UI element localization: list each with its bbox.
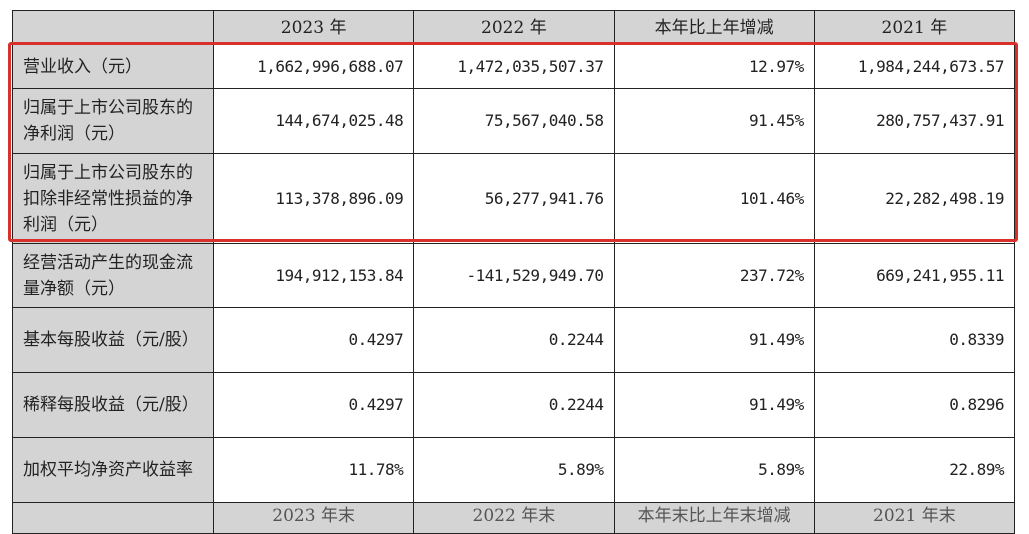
cell: 194,912,153.84: [212, 243, 415, 308]
cell: 5.89%: [613, 437, 815, 503]
financial-summary-table: 2023 年 2022 年 本年比上年增减 2021 年 营业收入（元） 1,6…: [12, 10, 1016, 534]
partial-header-row: 2023 年末 2022 年末 本年末比上年末增减 2021 年末: [12, 502, 1016, 534]
cell: 91.49%: [613, 372, 815, 438]
cell: 1,662,996,688.07: [212, 44, 415, 89]
cell: 1,984,244,673.57: [813, 44, 1016, 89]
cell: 237.72%: [613, 243, 815, 308]
table-row: 稀释每股收益（元/股） 0.4297 0.2244 91.49% 0.8296: [12, 372, 1016, 438]
cell: 22.89%: [813, 437, 1016, 503]
cell: 101.46%: [613, 153, 815, 244]
row-label: 营业收入（元）: [12, 44, 214, 89]
table-header-row: 2023 年 2022 年 本年比上年增减 2021 年: [12, 10, 1016, 45]
row-label: 基本每股收益（元/股）: [12, 307, 214, 373]
partial-header-cell: 2022 年末: [413, 502, 615, 534]
cell: 75,567,040.58: [413, 88, 615, 154]
header-cell: [12, 10, 214, 45]
header-cell: 2023 年: [212, 10, 415, 45]
partial-header-cell: 2023 年末: [212, 502, 415, 534]
cell: 144,674,025.48: [212, 88, 415, 154]
cell: 56,277,941.76: [413, 153, 615, 244]
cell: 0.2244: [413, 372, 615, 438]
cell: 0.8296: [813, 372, 1016, 438]
header-cell: 2022 年: [413, 10, 615, 45]
cell: 1,472,035,507.37: [413, 44, 615, 89]
cell: 22,282,498.19: [813, 153, 1016, 244]
cell: 11.78%: [212, 437, 415, 503]
partial-header-cell: 2021 年末: [813, 502, 1016, 534]
cell: 91.49%: [613, 307, 815, 373]
row-label: 归属于上市公司股东的净利润（元）: [12, 88, 214, 154]
cell: 91.45%: [613, 88, 815, 154]
cell: 0.4297: [212, 372, 415, 438]
partial-header-cell: [12, 502, 214, 534]
row-label: 经营活动产生的现金流量净额（元）: [12, 243, 214, 308]
cell: 5.89%: [413, 437, 615, 503]
table-row: 基本每股收益（元/股） 0.4297 0.2244 91.49% 0.8339: [12, 307, 1016, 373]
cell: 0.4297: [212, 307, 415, 373]
table-row: 营业收入（元） 1,662,996,688.07 1,472,035,507.3…: [12, 44, 1016, 89]
cell: 280,757,437.91: [813, 88, 1016, 154]
cell: 0.2244: [413, 307, 615, 373]
cell: -141,529,949.70: [413, 243, 615, 308]
header-cell: 2021 年: [813, 10, 1016, 45]
row-label: 归属于上市公司股东的扣除非经常性损益的净利润（元）: [12, 153, 214, 244]
cell: 669,241,955.11: [813, 243, 1016, 308]
table-row: 经营活动产生的现金流量净额（元） 194,912,153.84 -141,529…: [12, 243, 1016, 308]
table-row: 归属于上市公司股东的净利润（元） 144,674,025.48 75,567,0…: [12, 88, 1016, 154]
cell: 113,378,896.09: [212, 153, 415, 244]
table-row: 归属于上市公司股东的扣除非经常性损益的净利润（元） 113,378,896.09…: [12, 153, 1016, 244]
cell: 0.8339: [813, 307, 1016, 373]
partial-header-cell: 本年末比上年末增减: [613, 502, 815, 534]
header-cell: 本年比上年增减: [613, 10, 815, 45]
table-row: 加权平均净资产收益率 11.78% 5.89% 5.89% 22.89%: [12, 437, 1016, 503]
cell: 12.97%: [613, 44, 815, 89]
row-label: 加权平均净资产收益率: [12, 437, 214, 503]
row-label: 稀释每股收益（元/股）: [12, 372, 214, 438]
